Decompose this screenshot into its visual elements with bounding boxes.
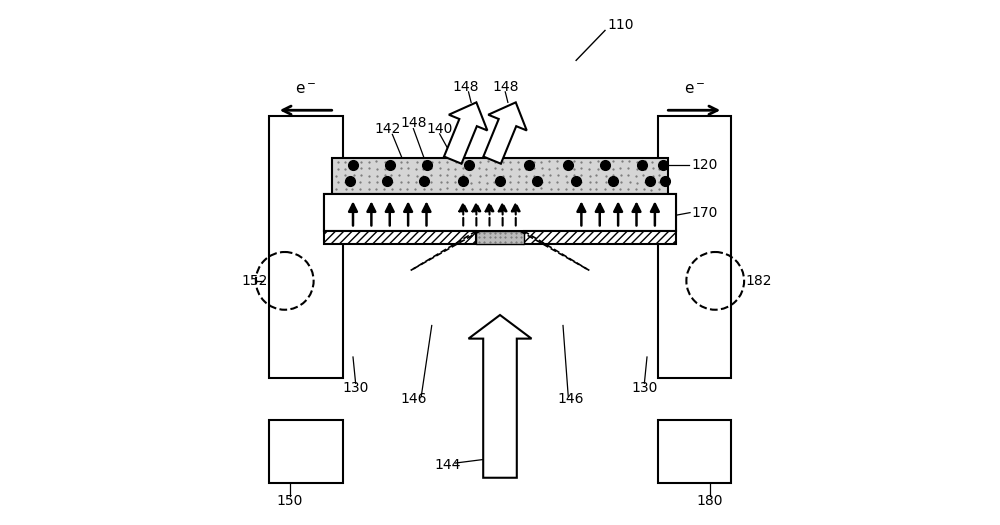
Bar bbox=[269, 116, 342, 378]
Polygon shape bbox=[444, 102, 487, 164]
Text: e$^-$: e$^-$ bbox=[295, 82, 316, 97]
Text: 150: 150 bbox=[277, 495, 303, 508]
Text: 180: 180 bbox=[697, 495, 723, 508]
Bar bbox=[269, 420, 342, 483]
Text: 148: 148 bbox=[400, 117, 427, 130]
Text: 148: 148 bbox=[492, 80, 518, 93]
Bar bbox=[524, 231, 676, 244]
Bar bbox=[658, 116, 731, 378]
Polygon shape bbox=[483, 102, 527, 164]
Polygon shape bbox=[468, 315, 532, 478]
Bar bbox=[324, 194, 676, 231]
Text: 142: 142 bbox=[374, 122, 400, 135]
Text: 140: 140 bbox=[426, 122, 453, 135]
Text: 130: 130 bbox=[342, 382, 369, 395]
Text: 152: 152 bbox=[241, 274, 267, 288]
Text: 170: 170 bbox=[692, 206, 718, 219]
Bar bbox=[332, 158, 668, 194]
Bar bbox=[476, 231, 524, 244]
Text: 110: 110 bbox=[608, 18, 634, 32]
Text: 130: 130 bbox=[631, 382, 658, 395]
Text: 146: 146 bbox=[558, 392, 584, 406]
Text: 144: 144 bbox=[434, 458, 461, 471]
Bar bbox=[658, 420, 731, 483]
Text: 182: 182 bbox=[746, 274, 772, 288]
Text: 120: 120 bbox=[692, 159, 718, 172]
Text: 160: 160 bbox=[482, 397, 508, 411]
Text: 146: 146 bbox=[400, 392, 427, 406]
Bar bbox=[324, 231, 476, 244]
Bar bbox=[324, 194, 676, 231]
Text: 148: 148 bbox=[453, 80, 479, 93]
Text: e$^-$: e$^-$ bbox=[684, 82, 705, 97]
